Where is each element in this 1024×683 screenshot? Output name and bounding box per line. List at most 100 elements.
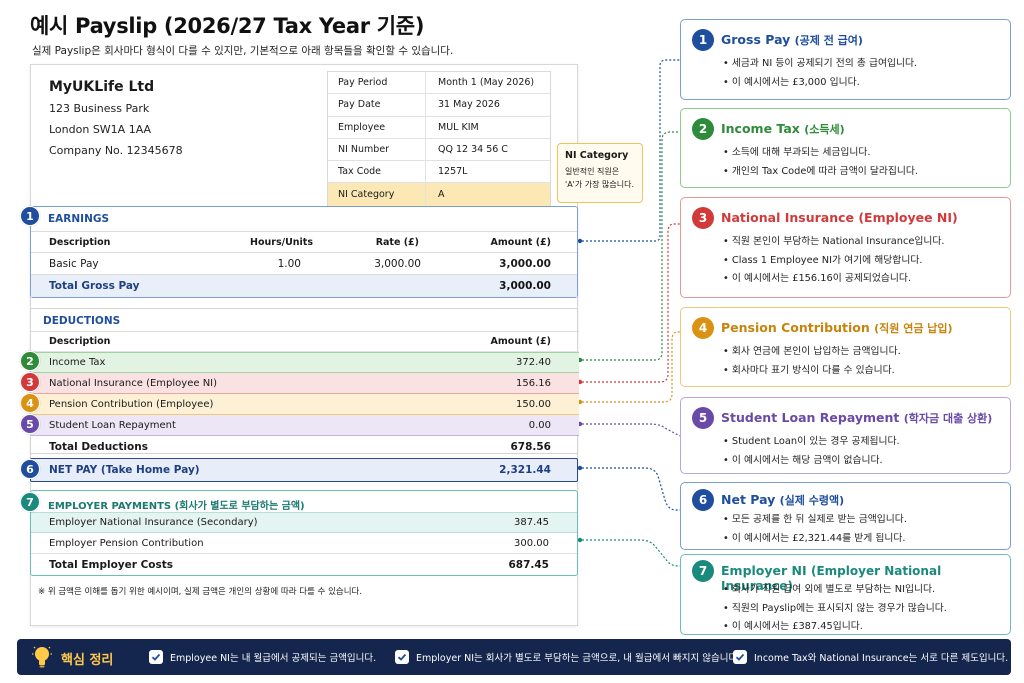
summary-text: Employee NI는 내 월급에서 공제되는 금액입니다.: [170, 653, 377, 664]
explain-bullet: 이 예시에서는 £2,321.44를 받게 됩니다.: [723, 530, 907, 549]
explain-bullet: 직원의 Payslip에는 표시되지 않는 경우가 많습니다.: [723, 600, 947, 619]
explain-bullet: 소득에 대해 부과되는 세금입니다.: [723, 144, 918, 163]
deduction-amount: 372.40: [516, 357, 551, 368]
info-value: QQ 12 34 56 C: [438, 144, 508, 156]
info-label: Pay Date: [328, 94, 426, 116]
explain-pension: 4 Pension Contribution (직원 연금 납입) 회사 연금에…: [680, 307, 1011, 387]
explain-bullet: 회사가 직원 급여 외에 별도로 부담하는 NI입니다.: [723, 581, 947, 600]
explain-title-en: National Insurance (Employee NI): [721, 210, 958, 225]
explain-title-ko: (소득세): [804, 123, 845, 136]
explain-bullets: 회사 연금에 본인이 납입하는 금액입니다. 회사마다 표기 방식이 다를 수 …: [723, 343, 901, 380]
deduction-label: Pension Contribution (Employee): [49, 398, 214, 410]
company-number: Company No. 12345678: [49, 144, 183, 157]
explain-title-en: Net Pay: [721, 492, 776, 507]
explain-title: Student Loan Repayment (학자금 대출 상환): [721, 410, 992, 426]
deduction-label: Income Tax: [49, 357, 106, 368]
deduction-row-pension: Pension Contribution (Employee) 150.00: [31, 394, 579, 415]
explain-title: National Insurance (Employee NI): [721, 210, 958, 225]
net-pay-row: NET PAY (Take Home Pay) 2,321.44: [30, 458, 578, 482]
explain-title: Pension Contribution (직원 연금 납입): [721, 320, 953, 336]
col-rate: Rate (£): [375, 236, 419, 248]
info-row-ni-category: NI Category A: [328, 183, 550, 206]
summary-title: 핵심 정리: [61, 653, 114, 668]
net-pay-amount: 2,321.44: [499, 464, 551, 476]
check-icon: [733, 650, 747, 664]
explain-employer-ni: 7 Employer NI (Employer National Insuran…: [680, 554, 1011, 635]
col-description: Description: [49, 336, 111, 347]
employer-label: Employer Pension Contribution: [49, 537, 204, 549]
explain-badge: 5: [692, 407, 714, 429]
earnings-title: EARNINGS: [48, 213, 110, 225]
explain-bullets: 직원 본인이 부담하는 National Insurance입니다. Class…: [723, 233, 945, 289]
info-row: Tax Code 1257L: [328, 161, 550, 184]
col-amount: Amount (£): [490, 336, 551, 347]
explain-bullet: 세금과 NI 등이 공제되기 전의 총 급여입니다.: [723, 55, 917, 74]
explain-bullet: 회사마다 표기 방식이 다를 수 있습니다.: [723, 362, 901, 381]
deduction-label: Student Loan Repayment: [49, 419, 176, 431]
explain-bullets: Student Loan이 있는 경우 공제됩니다. 이 예시에서는 해당 금액…: [723, 433, 900, 470]
explain-gross-pay: 1 Gross Pay (공제 전 급여) 세금과 NI 등이 공제되기 전의 …: [680, 19, 1011, 100]
total-deductions-amount: 678.56: [510, 440, 551, 453]
ni-category-callout: NI Category 일반적인 직원은 'A'가 가장 많습니다.: [557, 143, 643, 203]
deduction-amount: 150.00: [516, 398, 551, 410]
employer-label: Employer National Insurance (Secondary): [49, 517, 258, 528]
explain-title-ko: (학자금 대출 상환): [903, 412, 993, 425]
total-deductions-label: Total Deductions: [49, 440, 148, 453]
deductions-header-row: Description Amount (£): [31, 331, 579, 352]
company-address-1: 123 Business Park: [49, 102, 150, 115]
badge-7: 7: [20, 492, 40, 512]
explain-bullet: 회사 연금에 본인이 납입하는 금액입니다.: [723, 343, 901, 362]
badge-3: 3: [20, 372, 40, 392]
explain-title-ko: (실제 수령액): [779, 494, 845, 507]
info-label: Tax Code: [328, 161, 426, 183]
deduction-row-ni: National Insurance (Employee NI) 156.16: [31, 373, 579, 394]
explain-national-insurance: 3 National Insurance (Employee NI) 직원 본인…: [680, 197, 1011, 298]
summary-item: Employer NI는 회사가 별도로 부담하는 금액으로, 내 월급에서 빠…: [395, 650, 740, 664]
explain-net-pay: 6 Net Pay (실제 수령액) 모든 공제를 한 뒤 실제로 받는 금액입…: [680, 482, 1011, 550]
employer-total-row: Total Employer Costs 687.45: [31, 554, 577, 575]
explain-title-en: Gross Pay: [721, 32, 791, 47]
badge-4: 4: [20, 393, 40, 413]
employer-row-pension: Employer Pension Contribution 300.00: [31, 533, 577, 554]
lightbulb-icon: [32, 646, 52, 668]
earnings-header-row: Description Hours/Units Rate (£) Amount …: [31, 231, 577, 253]
explain-title-en: Student Loan Repayment: [721, 410, 900, 425]
deduction-amount: 0.00: [528, 419, 551, 431]
deduction-label: National Insurance (Employee NI): [49, 377, 218, 389]
explain-title-en: Pension Contribution: [721, 320, 870, 335]
check-icon: [395, 650, 409, 664]
earnings-total-row: Total Gross Pay 3,000.00: [31, 275, 577, 297]
info-row: NI Number QQ 12 34 56 C: [328, 138, 550, 162]
info-value: 1257L: [438, 166, 468, 178]
total-gross-amount: 3,000.00: [499, 280, 551, 292]
explain-bullet: 개인의 Tax Code에 따라 금액이 달라집니다.: [723, 163, 918, 182]
info-label: NI Category: [328, 183, 426, 206]
employer-row-ni: Employer National Insurance (Secondary) …: [31, 512, 577, 533]
info-row: Pay Date 31 May 2026: [328, 94, 550, 117]
earning-amount: 3,000.00: [499, 257, 551, 270]
explain-badge: 7: [692, 560, 714, 582]
earnings-section: EARNINGS Description Hours/Units Rate (£…: [30, 206, 578, 298]
summary-item: Employee NI는 내 월급에서 공제되는 금액입니다.: [149, 650, 376, 664]
employer-amount: 300.00: [514, 537, 549, 549]
info-label: Employee: [328, 116, 426, 138]
explain-title: Gross Pay (공제 전 급여): [721, 32, 863, 48]
explain-student-loan: 5 Student Loan Repayment (학자금 대출 상환) Stu…: [680, 397, 1011, 474]
net-pay-label: NET PAY (Take Home Pay): [49, 464, 200, 476]
explain-badge: 4: [692, 317, 714, 339]
col-hours: Hours/Units: [250, 236, 313, 248]
explain-income-tax: 2 Income Tax (소득세) 소득에 대해 부과되는 세금입니다. 개인…: [680, 108, 1011, 188]
explain-bullet: 이 예시에서는 £156.16이 공제되었습니다.: [723, 270, 945, 289]
explain-bullets: 소득에 대해 부과되는 세금입니다. 개인의 Tax Code에 따라 금액이 …: [723, 144, 918, 181]
explain-badge: 6: [692, 489, 714, 511]
earning-rate: 3,000.00: [374, 257, 421, 270]
col-description: Description: [49, 236, 111, 248]
info-row: Employee MUL KIM: [328, 116, 550, 139]
deduction-row-income-tax: Income Tax 372.40: [31, 352, 579, 373]
explain-bullet: 모든 공제를 한 뒤 실제로 받는 금액입니다.: [723, 511, 907, 530]
earning-hours: 1.00: [277, 257, 301, 270]
badge-6: 6: [20, 459, 40, 479]
explain-badge: 1: [692, 29, 714, 51]
info-value: 31 May 2026: [438, 99, 500, 111]
summary-item: Income Tax와 National Insurance는 서로 다른 제도…: [733, 650, 1008, 664]
